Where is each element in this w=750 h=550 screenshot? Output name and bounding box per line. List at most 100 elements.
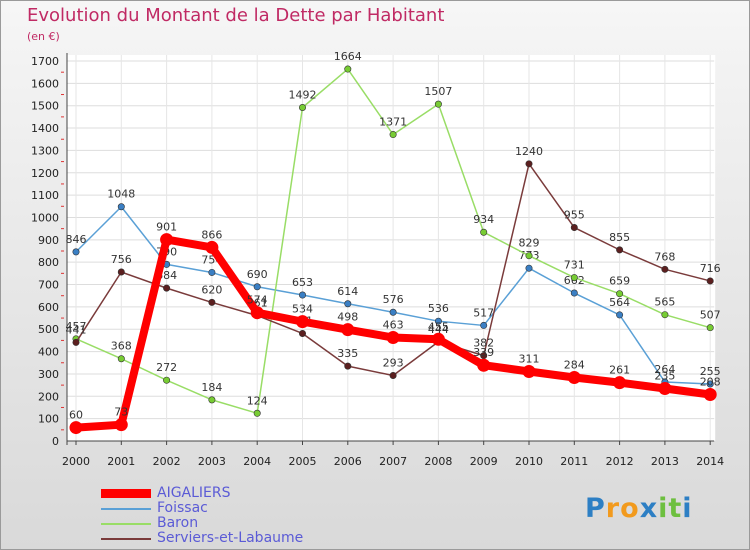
data-label: 731 [564, 259, 585, 272]
data-point [570, 289, 578, 297]
x-tick-label: 2012 [606, 455, 634, 468]
y-tick-label: 700 [38, 279, 59, 292]
data-label: 716 [700, 262, 721, 275]
x-tick-label: 2002 [153, 455, 181, 468]
y-tick-label: 0 [52, 435, 59, 448]
data-point [389, 308, 397, 316]
logo-letter: r [605, 493, 621, 524]
x-tick-label: 2008 [424, 455, 452, 468]
x-tick-label: 2004 [243, 455, 271, 468]
chart-title: Evolution du Montant de la Dette par Hab… [27, 5, 445, 26]
legend-label: Serviers-et-Labaume [157, 530, 304, 546]
data-point [205, 240, 219, 254]
y-tick-label: 1500 [31, 100, 59, 113]
data-label: 564 [609, 296, 630, 309]
logo-letter: P [585, 493, 606, 524]
data-point [341, 323, 355, 337]
data-label: 574 [247, 294, 268, 307]
data-point [296, 315, 309, 329]
data-point [72, 248, 80, 256]
proxiti-logo: Proxiti [585, 493, 693, 524]
data-label: 536 [428, 302, 449, 315]
data-point [160, 233, 174, 247]
data-label: 235 [654, 369, 675, 382]
data-label: 457 [66, 320, 87, 333]
legend-swatch [101, 508, 151, 510]
y-tick-label: 1600 [31, 77, 59, 90]
data-label: 829 [519, 237, 540, 250]
data-label: 382 [473, 337, 494, 350]
data-label: 1048 [107, 188, 135, 201]
y-tick-label: 1200 [31, 167, 59, 180]
data-point [298, 103, 306, 111]
data-point [389, 372, 397, 380]
data-point [298, 291, 306, 299]
data-label: 463 [383, 319, 404, 332]
data-label: 444 [428, 323, 449, 336]
data-label: 507 [700, 309, 721, 322]
data-point [208, 268, 216, 276]
legend-label: AIGALIERS [157, 485, 231, 501]
data-label: 339 [473, 346, 494, 359]
data-point [253, 409, 261, 417]
data-point [661, 311, 669, 319]
data-point [117, 203, 125, 211]
data-label: 690 [247, 268, 268, 281]
data-label: 208 [700, 376, 721, 389]
data-label: 264 [654, 363, 675, 376]
data-label: 517 [473, 306, 494, 319]
y-tick-label: 200 [38, 390, 59, 403]
data-point [477, 358, 491, 372]
data-point [525, 252, 533, 260]
data-point [253, 283, 261, 291]
data-label: 73 [114, 406, 128, 419]
logo-letter: o [620, 493, 640, 524]
x-tick-label: 2003 [198, 455, 226, 468]
data-point [525, 160, 533, 168]
data-label: 768 [654, 250, 675, 263]
data-point [344, 362, 352, 370]
data-label: 614 [337, 285, 358, 298]
data-point [567, 371, 581, 385]
data-label: 620 [201, 283, 222, 296]
data-label: 1492 [289, 88, 317, 101]
data-label: 756 [111, 253, 132, 266]
x-tick-label: 2007 [379, 455, 407, 468]
data-label: 335 [337, 347, 358, 360]
x-tick-label: 2013 [651, 455, 679, 468]
data-point [163, 376, 171, 384]
data-point [480, 228, 488, 236]
y-tick-label: 600 [38, 301, 59, 314]
y-tick-label: 1400 [31, 122, 59, 135]
logo-letter: i [658, 493, 669, 524]
data-label: 659 [609, 275, 630, 288]
data-label: 498 [337, 311, 358, 324]
x-tick-label: 2005 [289, 455, 317, 468]
data-point [344, 300, 352, 308]
data-point [434, 317, 442, 325]
data-label: 293 [383, 357, 404, 370]
legend-swatch [101, 538, 151, 540]
data-point [163, 284, 171, 292]
data-label: 1664 [334, 50, 362, 63]
x-tick-label: 2014 [696, 455, 724, 468]
data-point [661, 265, 669, 273]
y-tick-label: 900 [38, 234, 59, 247]
data-point [525, 264, 533, 272]
data-label: 455 [428, 320, 449, 333]
data-label: 534 [292, 303, 313, 316]
data-label: 284 [564, 359, 585, 372]
data-label: 441 [66, 323, 87, 336]
data-label: 855 [609, 231, 630, 244]
data-label: 653 [292, 276, 313, 289]
data-point [658, 381, 672, 395]
y-tick-label: 400 [38, 346, 59, 359]
data-point [250, 306, 264, 320]
data-point [434, 100, 442, 108]
data-label: 565 [654, 296, 675, 309]
data-point [616, 311, 624, 319]
data-label: 368 [111, 340, 132, 353]
data-point [706, 324, 714, 332]
y-tick-label: 300 [38, 368, 59, 381]
